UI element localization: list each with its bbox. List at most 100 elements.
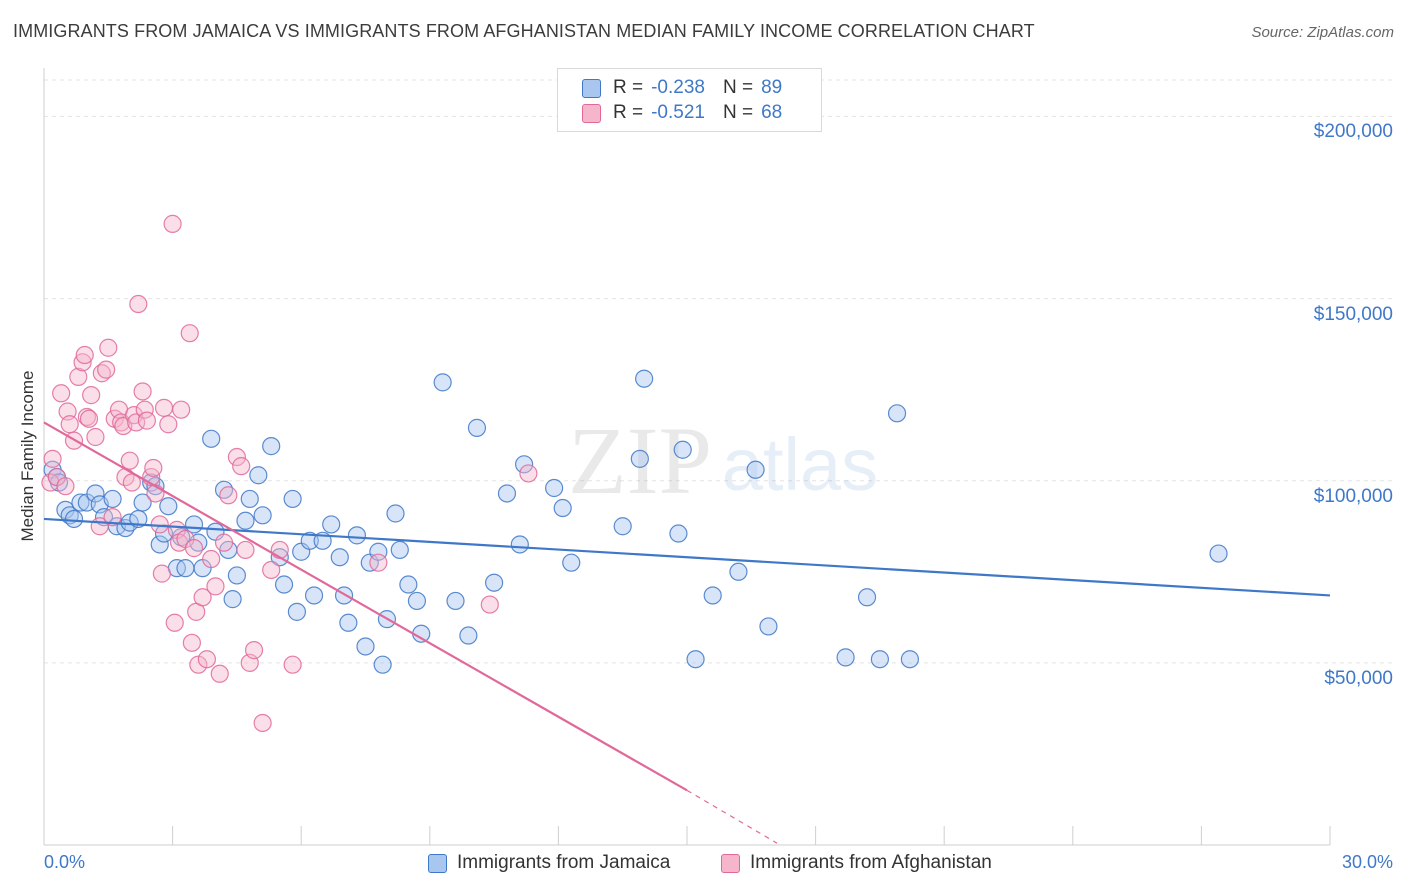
jamaica-point-80 [729,562,748,581]
jamaica-point-88 [1209,544,1228,563]
afghanistan-point-8 [69,367,88,386]
afghanistan-point-10 [75,345,94,365]
afghanistan-point-68 [480,595,499,614]
jamaica-point-67 [497,484,517,503]
afghanistan-point-41 [165,613,184,632]
jamaica-point-50 [339,613,358,632]
jamaica-point-84 [857,588,877,607]
y-tick-label-3: $200,000 [1313,121,1393,143]
series-afghanistan-points [41,214,538,733]
source-label: Source: ZipAtlas.com [1251,24,1394,41]
legend-row-jamaica: R = -0.238 N = 89 [582,76,782,100]
jamaica-point-5 [64,509,84,529]
afghanistan-point-58 [227,447,246,467]
jamaica-point-8 [86,484,105,503]
bottom-legend-label-jamaica: Immigrants from Jamaica [457,852,671,873]
jamaica-point-16 [133,493,152,512]
afghanistan-point-63 [253,713,272,733]
jamaica-point-41 [283,489,302,509]
legend-r-value-afghanistan: -0.521 [651,102,705,123]
jamaica-point-21 [159,497,178,516]
jamaica-point-83 [836,648,855,667]
jamaica-point-37 [253,506,272,525]
afghanistan-point-59 [232,457,251,476]
jamaica-point-82 [759,617,778,636]
jamaica-point-28 [202,429,221,448]
afghanistan-point-31 [135,400,154,419]
jamaica-point-87 [900,650,920,669]
afghanistan-point-56 [214,533,234,552]
jamaica-point-33 [227,566,246,585]
bottom-legend-jamaica: Immigrants from Jamaica [428,852,670,874]
bottom-legend-afghanistan: Immigrants from Afghanistan [721,852,992,874]
jamaica-point-65 [467,418,487,437]
jamaica-point-45 [304,586,324,605]
jamaica-point-19 [150,535,169,554]
jamaica-point-78 [686,650,705,669]
bottom-legend-swatch-afghanistan [721,853,740,873]
afghanistan-point-51 [193,588,212,607]
legend-n-label: N = [722,102,754,123]
jamaica-point-62 [433,373,452,392]
afghanistan-point-46 [180,324,199,343]
bottom-legend-swatch-jamaica [428,853,447,873]
afghanistan-point-3 [52,384,71,403]
jamaica-point-44 [300,531,319,550]
afghanistan-point-9 [73,353,92,372]
jamaica-point-68 [510,535,529,554]
jamaica-point-38 [262,437,281,456]
jamaica-point-76 [669,524,688,543]
afghanistan-point-34 [144,458,163,478]
afghanistan-point-54 [206,577,225,596]
trend-lines [43,421,1331,844]
legend-swatch-jamaica [582,78,601,98]
afghanistan-point-35 [146,484,165,503]
jamaica-point-34 [236,511,255,530]
gridlines [44,79,1393,664]
jamaica-point-55 [373,655,392,674]
jamaica-point-57 [386,504,405,523]
jamaica-point-72 [562,553,581,572]
jamaica-point-24 [176,559,195,578]
correlation-legend: R = -0.238 N = 89 R = -0.521 N = 68 [557,68,822,132]
jamaica-point-77 [673,440,692,459]
afghanistan-point-65 [270,540,289,560]
watermark-zip: ZIP [568,407,712,514]
y-axis-label: Median Family Income [18,370,37,542]
afghanistan-point-55 [210,664,229,683]
afghanistan-point-69 [519,464,538,483]
jamaica-point-11 [103,489,122,509]
x-tick-min: 0.0% [44,852,86,872]
jamaica-point-35 [240,489,259,509]
afghanistan-point-26 [122,473,141,492]
afghanistan-point-53 [202,549,221,569]
jamaica-point-6 [71,493,90,512]
afghanistan-point-14 [86,427,105,447]
afghanistan-point-17 [97,360,116,379]
legend-n-value-afghanistan: 68 [761,102,783,123]
afghanistan-point-13 [82,386,101,405]
afghanistan-point-29 [129,294,148,314]
afghanistan-point-40 [163,214,182,233]
jamaica-point-40 [274,575,294,594]
afghanistan-point-44 [172,400,191,419]
legend-r-label: R = [613,77,644,98]
x-tick-max: 30.0% [1341,852,1393,872]
afghanistan-point-39 [159,415,178,434]
afghanistan-trend-extension [686,789,778,844]
y-tick-label-1: $100,000 [1313,485,1393,507]
legend-row-afghanistan: R = -0.521 N = 68 [582,101,782,125]
jamaica-point-70 [545,478,564,498]
legend-n-label: N = [722,77,754,98]
afghanistan-point-64 [262,560,281,580]
jamaica-point-47 [322,515,341,534]
afghanistan-point-62 [244,641,264,660]
afghanistan-point-19 [103,508,122,527]
jamaica-point-58 [390,540,409,560]
jamaica-point-51 [347,526,367,545]
bottom-legend-label-afghanistan: Immigrants from Afghanistan [750,852,992,873]
afghanistan-point-1 [43,449,62,468]
afghanistan-point-47 [182,633,201,652]
jamaica-point-48 [330,548,349,567]
